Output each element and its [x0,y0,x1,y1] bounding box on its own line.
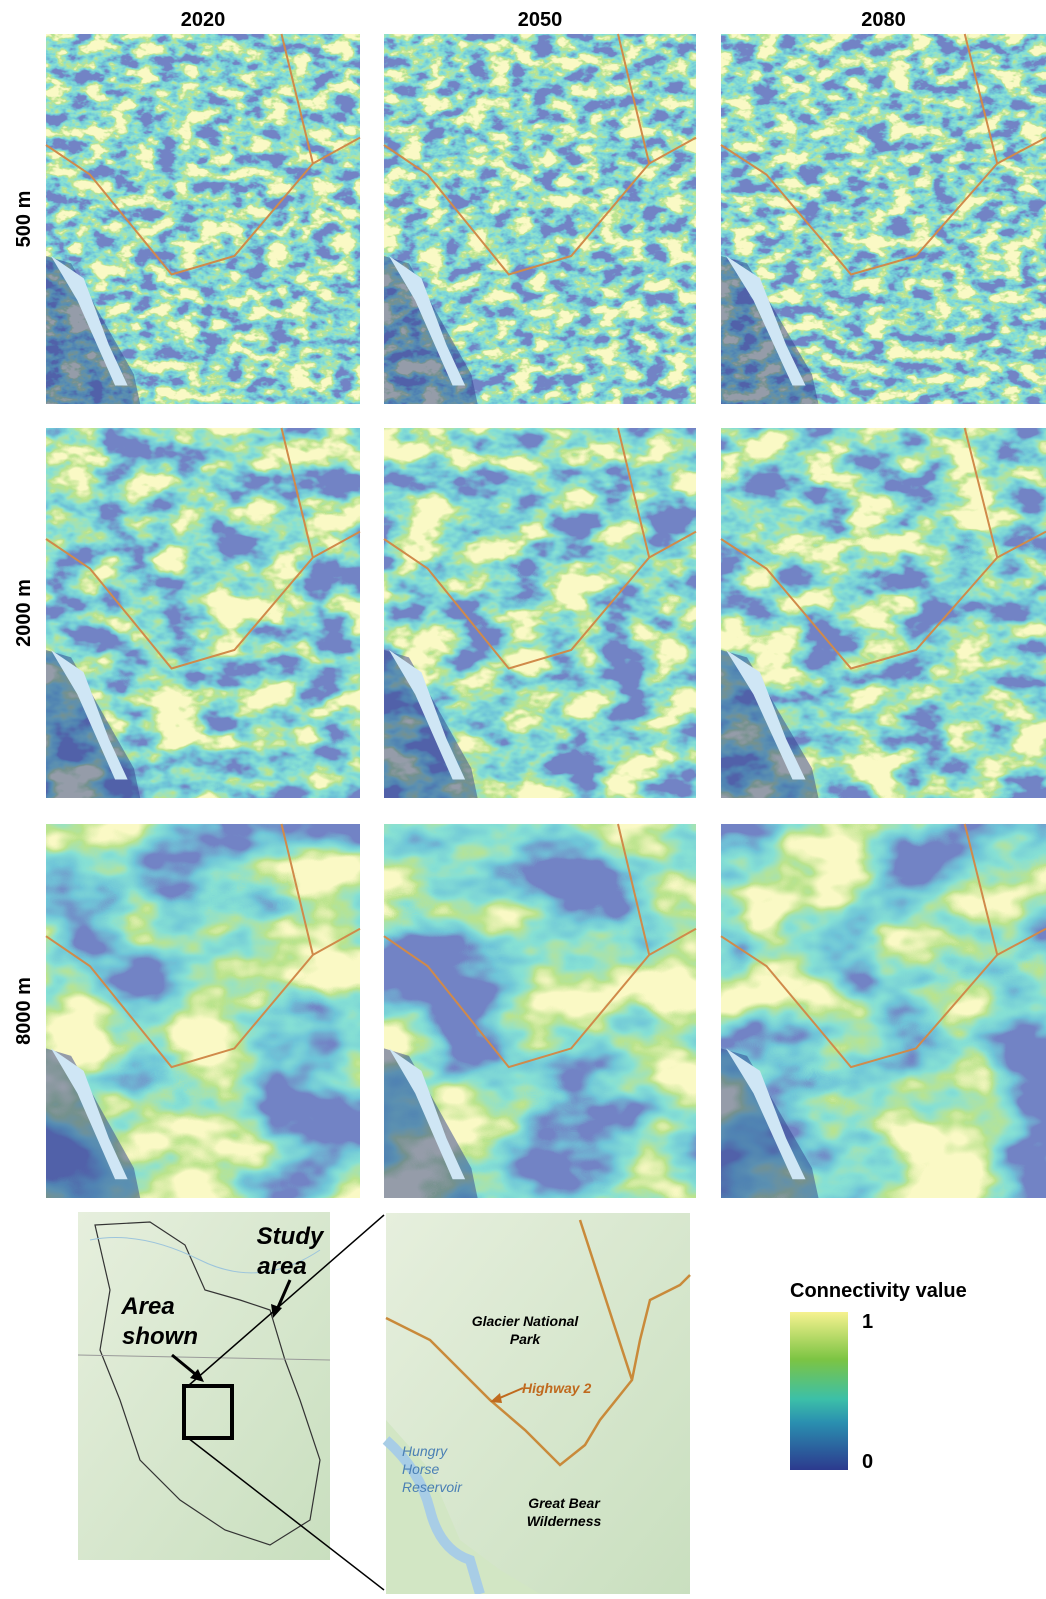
colorbar [790,1312,848,1470]
row-label: 2000 m [13,579,35,647]
legend-min: 0 [862,1451,873,1473]
inset-map: Study area Area shown [78,1212,384,1590]
map-panel [384,824,696,1198]
legend-title: Connectivity value [790,1280,967,1302]
legend-max: 1 [862,1311,873,1333]
label: Park [510,1331,542,1347]
label: shown [122,1323,198,1350]
column-header: 2020 [181,9,226,31]
row-label: 500 m [13,191,35,248]
map-panel [46,34,360,404]
label: Study [257,1223,325,1250]
map-panel [384,34,696,404]
label: Area [120,1293,174,1320]
column-header: 2080 [861,9,906,31]
row-label: 8000 m [13,977,35,1045]
label: Reservoir [402,1479,463,1495]
label: Great Bear [528,1495,601,1511]
label: Glacier National [472,1313,580,1329]
page: Study area Area shown Glacier National P… [0,0,1046,1594]
map-panel [46,428,360,798]
map-panel [721,34,1046,404]
map-panel [721,428,1046,798]
label: Hungry [402,1443,448,1459]
zoom-map: Glacier National Park Highway 2 Hungry H… [386,1213,690,1594]
label: Wilderness [527,1513,602,1529]
map-panel [384,428,696,798]
label: Horse [402,1461,440,1477]
legend: Connectivity value 1 0 [790,1280,967,1473]
label: area [257,1253,306,1280]
label: Highway 2 [522,1380,591,1396]
figure: Study area Area shown Glacier National P… [0,0,1046,1594]
map-panel [46,824,360,1198]
column-header: 2050 [518,9,563,31]
map-panel [721,824,1046,1198]
